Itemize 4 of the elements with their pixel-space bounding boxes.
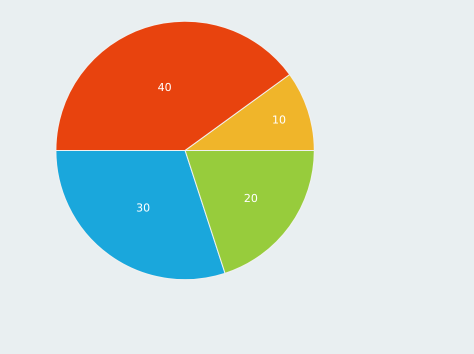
data-label: 30: [136, 202, 150, 215]
data-label: 40: [158, 80, 172, 94]
data-label: 10: [272, 113, 286, 126]
data-label: 20: [244, 192, 258, 205]
